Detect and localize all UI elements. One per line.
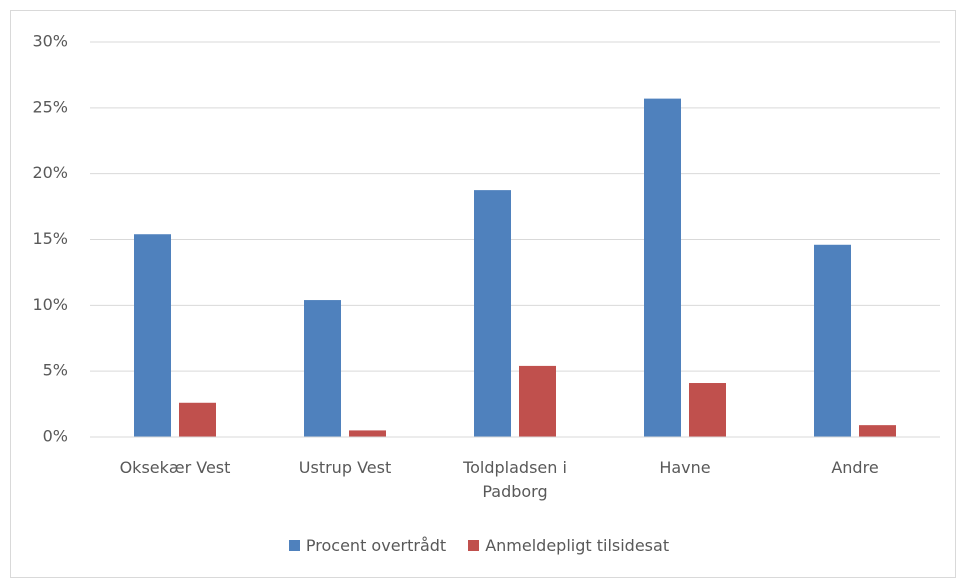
- legend-label: Procent overtrådt: [305, 536, 447, 555]
- legend-item: Procent overtrådt: [288, 536, 447, 555]
- legend-label: Anmeldepligt tilsidesat: [485, 536, 670, 555]
- bar: [644, 98, 681, 437]
- x-tick-label: Andre: [831, 458, 879, 477]
- y-tick-label: 30%: [32, 32, 68, 51]
- x-tick-label: Oksekær Vest: [119, 458, 231, 477]
- legend: Procent overtrådt Anmeldepligt tilsidesat: [0, 536, 958, 555]
- y-tick-label: 25%: [32, 97, 68, 116]
- bar: [134, 234, 171, 437]
- x-tick-label: Toldpladsen i Padborg: [463, 458, 567, 501]
- y-tick-label: 5%: [43, 361, 68, 380]
- chart-frame: [10, 10, 956, 578]
- legend-item: Anmeldepligt tilsidesat: [468, 536, 669, 555]
- y-tick-label: 0%: [43, 427, 68, 446]
- bar: [304, 300, 341, 437]
- x-tick-label: Havne: [659, 458, 711, 477]
- bar: [859, 425, 896, 437]
- bar: [689, 383, 726, 437]
- x-tick-label: Ustrup Vest: [298, 458, 392, 477]
- bar: [179, 402, 216, 437]
- bar: [814, 244, 851, 437]
- y-tick-label: 20%: [32, 163, 68, 182]
- legend-swatch: [468, 540, 480, 551]
- y-tick-label: 10%: [32, 295, 68, 314]
- legend-swatch: [288, 540, 300, 551]
- bar: [519, 365, 556, 437]
- y-tick-label: 15%: [32, 229, 68, 248]
- bar: [474, 190, 511, 437]
- bar: [349, 430, 386, 437]
